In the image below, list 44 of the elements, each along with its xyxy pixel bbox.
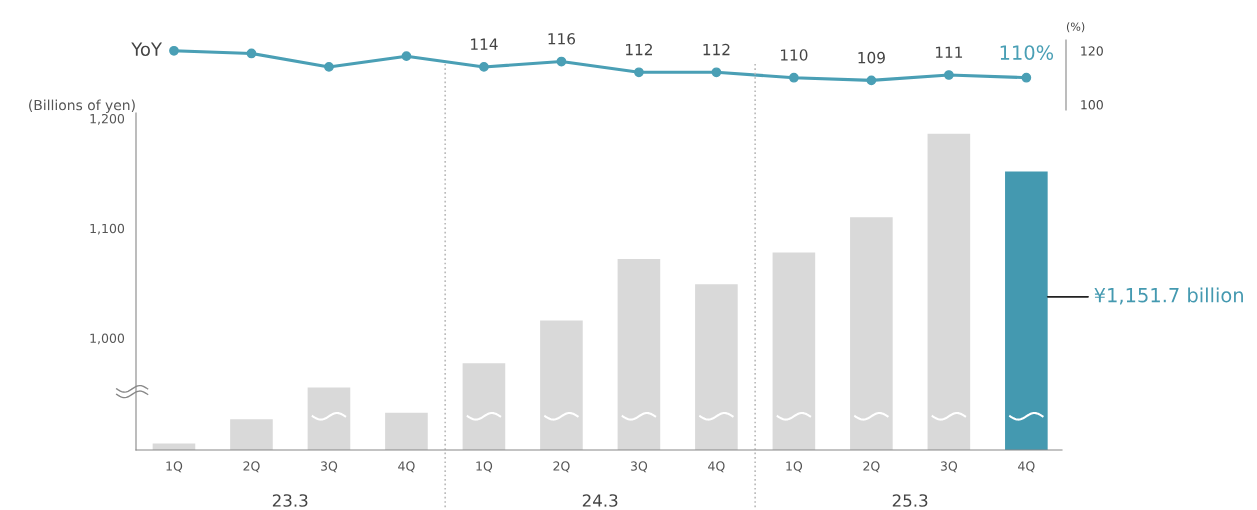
data-label: 112 [703,43,730,56]
data-label: 110 [780,49,808,61]
x-tick-label: 3Q [321,461,338,473]
x-tick-label: 1Q [166,461,183,473]
x-tick-label: 4Q [398,461,415,473]
data-label: ¥1,151.7 billion [1094,287,1243,305]
point [479,62,489,72]
y-axis-title: (%) [1066,22,1085,33]
data-label: 109 [858,51,885,64]
data-label: 114 [471,38,498,50]
data-label: 110% [1000,45,1054,60]
point [169,45,179,56]
x-tick-label: 2Q [553,461,570,473]
point [246,48,257,59]
y-tick-label: 1,200 [90,113,125,125]
point [1021,72,1032,83]
x-tick-label: 4Q [708,461,725,473]
y-tick-label: 1,000 [90,333,125,345]
point [711,67,722,78]
y-tick-label: 100 [1081,100,1103,110]
x-tick-label: 4Q [1018,461,1035,473]
series-label: YoY [131,42,163,57]
x-tick-label: 1Q [786,461,803,473]
point [944,70,954,80]
y-axis-title: (Billions of yen) [29,99,135,113]
point [634,67,644,78]
y-tick-label: 120 [1081,46,1103,56]
point [401,51,412,62]
point [324,62,334,72]
x-tick-label: 3Q [630,461,648,473]
text: 24.3 [582,494,618,507]
data-label: 111 [935,46,963,58]
point [556,56,567,67]
x-tick-label: 3Q [940,461,958,473]
x-tick-label: 2Q [863,461,880,473]
point [789,72,799,83]
x-tick-label: 1Q [476,461,493,473]
text: 25.3 [892,494,928,507]
point [866,75,877,86]
data-label: 112 [626,43,652,56]
x-tick-label: 2Q [243,461,260,473]
y-tick-label: 1,100 [90,223,125,235]
text: 23.3 [272,494,308,507]
data-label: 116 [548,33,576,45]
